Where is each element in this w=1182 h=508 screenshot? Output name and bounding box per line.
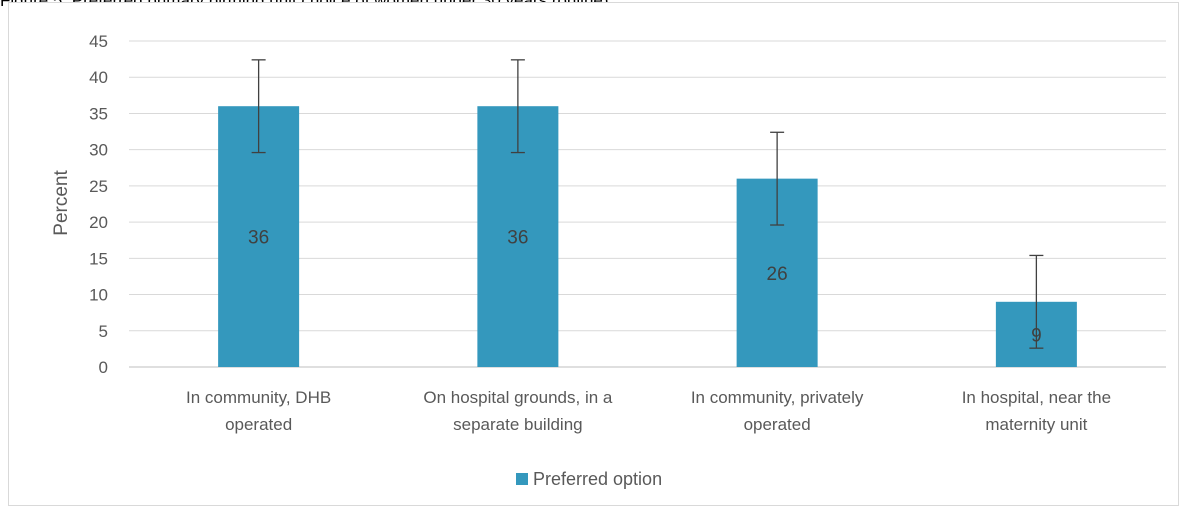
error-bar — [251, 59, 266, 154]
y-tick-label: 15 — [89, 249, 108, 268]
x-category-label-line: In hospital, near the — [962, 388, 1111, 407]
x-category-label-line: On hospital grounds, in a — [423, 388, 613, 407]
gridlines — [129, 40, 1166, 368]
bars — [218, 106, 1077, 367]
y-tick-label: 5 — [99, 322, 108, 341]
y-tick-label: 25 — [89, 177, 108, 196]
y-tick-label: 10 — [89, 286, 108, 305]
y-tick-label: 20 — [89, 213, 108, 232]
data-label: 26 — [767, 264, 788, 285]
data-label: 9 — [1031, 325, 1042, 346]
error-bar — [770, 131, 785, 226]
error-bar — [510, 59, 525, 154]
y-axis-label: Percent — [51, 170, 72, 236]
x-category-label: In hospital, near the maternity unit — [962, 388, 1111, 434]
x-category-label-line: operated — [744, 415, 811, 434]
y-tick-label: 40 — [89, 68, 108, 87]
error-bars — [251, 59, 1044, 349]
legend: Preferred option — [516, 469, 662, 489]
x-category-label-line: operated — [225, 415, 292, 434]
legend-swatch — [516, 473, 528, 485]
x-category-label-line: In community, DHB — [186, 388, 331, 407]
data-label: 36 — [248, 228, 269, 249]
error-bar — [1029, 254, 1044, 349]
legend-label: Preferred option — [533, 469, 662, 489]
y-tick-label: 35 — [89, 104, 108, 123]
x-category-label: In community, privately operated — [691, 388, 864, 434]
y-tick-label: 30 — [89, 141, 108, 160]
x-category-label-line: In community, privately — [691, 388, 864, 407]
data-label: 36 — [507, 228, 528, 249]
x-category-label-line: separate building — [453, 415, 582, 434]
x-category-label: In community, DHB operated — [186, 388, 331, 434]
y-tick-label: 45 — [89, 32, 108, 51]
chart-area — [8, 2, 1179, 506]
x-axis-categories: In community, DHB operated On hospital gro… — [186, 388, 1111, 434]
y-tick-label: 0 — [99, 358, 108, 377]
x-category-label-line: maternity unit — [985, 415, 1087, 434]
x-category-label: On hospital grounds, in a separate buildi… — [423, 388, 613, 434]
data-labels: 36 36 26 9 — [248, 228, 1042, 347]
y-axis-ticks: 0 5 10 15 20 25 30 35 40 45 — [89, 32, 108, 377]
